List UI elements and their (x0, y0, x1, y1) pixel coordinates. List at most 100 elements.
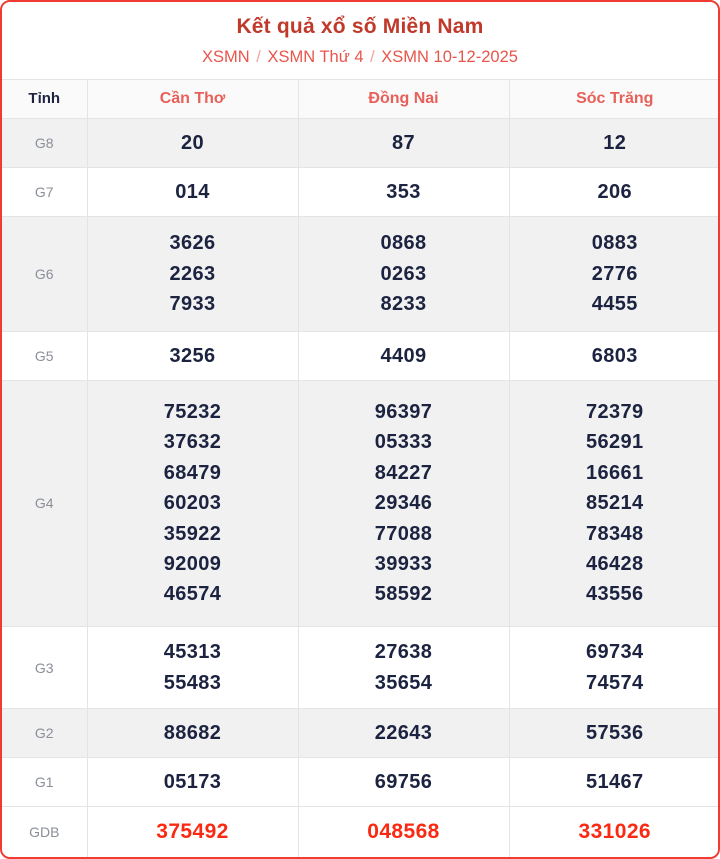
prize-cell-g3-col1: 45313 55483 (87, 626, 299, 709)
table-row: G4 75232 37632 68479 60203 35922 92009 46574 963… (2, 379, 718, 627)
prize-cell-g3-col3: 69734 74574 (509, 626, 718, 709)
lottery-number: 014 (175, 180, 210, 203)
prize-label-gdb: GDB (2, 806, 88, 857)
table-row: G6 3626 2263 7933 0868 0263 8233 0883 2776 4455 (2, 215, 718, 332)
prize-cell-g5-col1: 3256 (87, 330, 299, 381)
prize-cell-g4-col3: 72379 56291 16661 85214 78348 46428 43556 (509, 379, 718, 627)
lottery-number: 58592 (374, 583, 433, 606)
lottery-number: 35922 (163, 522, 222, 545)
lottery-number: 27638 (374, 641, 433, 664)
table-header-row: Tỉnh Cần Thơ Đồng Nai Sóc Trăng (2, 78, 718, 119)
prize-cell-g6-col3: 0883 2776 4455 (509, 215, 718, 332)
lottery-number: 35654 (374, 671, 433, 694)
prize-label-g1: G1 (2, 757, 88, 807)
lottery-number: 2776 (591, 262, 638, 285)
lottery-number: 46428 (585, 553, 644, 576)
lottery-number: 96397 (374, 401, 433, 424)
table-header: Tỉnh Cần Thơ Đồng Nai Sóc Trăng (2, 78, 718, 119)
lottery-number: 45313 (163, 641, 222, 664)
breadcrumb-separator: / (251, 48, 266, 67)
lottery-number: 72379 (585, 401, 644, 424)
prize-cell-g2-col3: 57536 (509, 708, 718, 758)
prize-cell-g3-col2: 27638 35654 (298, 626, 510, 709)
breadcrumb-item-2[interactable]: XSMN Thứ 4 (267, 48, 364, 67)
lottery-number: 57536 (585, 721, 644, 744)
prize-cell-g5-col2: 4409 (298, 330, 510, 381)
table-row: G2 88682 22643 57536 (2, 708, 718, 758)
lottery-number: 05173 (163, 771, 222, 793)
lottery-number: 55483 (163, 671, 222, 694)
table-row: G3 45313 55483 27638 35654 69734 74574 (2, 626, 718, 709)
prize-label-g5: G5 (2, 330, 88, 381)
prize-cell-g1-col2: 69756 (298, 757, 510, 807)
card-header: Kết quả xổ số Miền Nam XSMN / XSMN Thứ 4… (2, 2, 718, 79)
prize-cell-gdb-col2: 048568 (298, 806, 510, 857)
column-header-province-2[interactable]: Đồng Nai (298, 78, 510, 119)
prize-cell-g7-col2: 353 (298, 166, 510, 217)
prize-cell-g8-col2: 87 (298, 117, 510, 168)
lottery-number: 43556 (585, 583, 644, 606)
lottery-number: 88682 (163, 721, 222, 744)
prize-cell-g5-col3: 6803 (509, 330, 718, 381)
lottery-number: 46574 (163, 583, 222, 606)
prize-label-g6: G6 (2, 215, 88, 332)
breadcrumb-item-1[interactable]: XSMN (202, 48, 250, 67)
lottery-number: 0263 (380, 262, 427, 285)
prize-label-g2: G2 (2, 708, 88, 758)
prize-label-g8: G8 (2, 117, 88, 168)
prize-label-g3: G3 (2, 626, 88, 709)
lottery-number: 39933 (374, 553, 433, 576)
table-body: G8 20 87 12 G7 014 353 206 G6 3626 2263 7933 0868 026… (2, 117, 718, 857)
lottery-number: 78348 (585, 522, 644, 545)
lottery-number: 92009 (163, 553, 222, 576)
lottery-number: 29346 (374, 492, 433, 515)
lottery-number: 56291 (585, 431, 644, 454)
lottery-number: 331026 (578, 820, 651, 844)
lottery-number: 37632 (163, 431, 222, 454)
lottery-number: 85214 (585, 492, 644, 515)
column-header-province-3[interactable]: Sóc Trăng (509, 78, 718, 119)
lottery-number: 7933 (169, 292, 216, 315)
prize-cell-g8-col1: 20 (87, 117, 299, 168)
lottery-number: 048568 (367, 820, 440, 844)
lottery-number: 20 (180, 131, 205, 154)
lottery-number: 0868 (380, 232, 427, 255)
prize-cell-g2-col2: 22643 (298, 708, 510, 758)
table-row: G5 3256 4409 6803 (2, 330, 718, 381)
column-header-province-1[interactable]: Cần Thơ (87, 78, 299, 119)
column-header-prize: Tỉnh (2, 78, 88, 119)
page-title: Kết quả xổ số Miền Nam (236, 15, 484, 38)
prize-cell-g7-col3: 206 (509, 166, 718, 217)
prize-cell-g2-col1: 88682 (87, 708, 299, 758)
lottery-number: 6803 (591, 344, 638, 367)
lottery-number: 60203 (163, 492, 222, 515)
lottery-number: 0883 (591, 232, 638, 255)
prize-cell-g8-col3: 12 (509, 117, 718, 168)
lottery-number: 22643 (374, 721, 433, 744)
table-row: G8 20 87 12 (2, 117, 718, 168)
breadcrumb-item-3[interactable]: XSMN 10-12-2025 (381, 48, 518, 67)
lottery-results-table: Tỉnh Cần Thơ Đồng Nai Sóc Trăng G8 20 87 12… (2, 78, 718, 857)
lottery-number: 206 (597, 180, 633, 203)
lottery-number: 75232 (163, 401, 222, 424)
lottery-number: 51467 (585, 771, 644, 793)
prize-cell-g1-col3: 51467 (509, 757, 718, 807)
lottery-number: 4455 (591, 292, 638, 315)
lottery-number: 74574 (585, 671, 644, 694)
table-row: G7 014 353 206 (2, 166, 718, 217)
prize-cell-g4-col2: 96397 05333 84227 29346 77088 39933 58592 (298, 379, 510, 627)
lottery-number: 4409 (380, 344, 427, 367)
lottery-number: 87 (391, 131, 416, 154)
lottery-number: 3256 (169, 344, 216, 367)
prize-cell-g7-col1: 014 (87, 166, 299, 217)
breadcrumb: XSMN / XSMN Thứ 4 / XSMN 10-12-2025 (2, 47, 718, 68)
prize-cell-g4-col1: 75232 37632 68479 60203 35922 92009 46574 (87, 379, 299, 627)
lottery-number: 12 (603, 131, 627, 154)
prize-cell-gdb-col3: 331026 (509, 806, 718, 857)
prize-label-g4: G4 (2, 379, 88, 627)
prize-cell-g6-col2: 0868 0263 8233 (298, 215, 510, 332)
lottery-number: 2263 (169, 262, 216, 285)
prize-label-g7: G7 (2, 166, 88, 217)
lottery-number: 69756 (374, 771, 433, 793)
